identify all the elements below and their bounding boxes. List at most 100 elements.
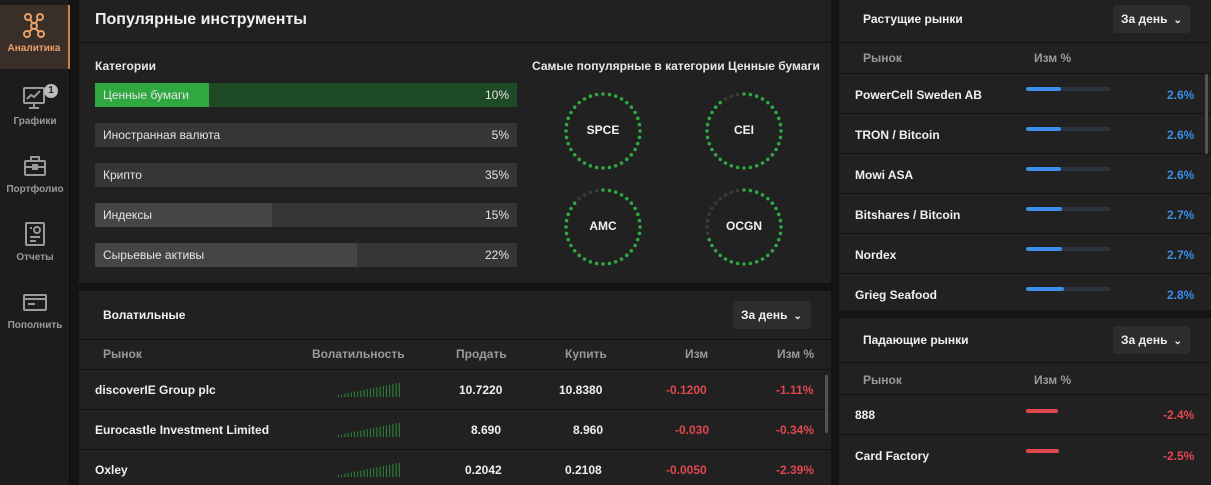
column-header-change-pct[interactable]: Изм % (1034, 51, 1072, 65)
ring-dot (607, 188, 612, 193)
column-header-market[interactable]: Рынок (863, 373, 902, 387)
ring-dot (710, 243, 714, 248)
change-percent: 2.6% (1167, 88, 1195, 102)
sparkline-tick (363, 469, 365, 477)
nav-item-deposit[interactable]: Пополнить (0, 282, 70, 346)
category-percent: 35% (484, 168, 509, 182)
panel-title: Волатильные (103, 308, 186, 322)
market-name[interactable]: Card Factory (855, 449, 930, 463)
market-name[interactable]: discoverIE Group plc (95, 383, 216, 397)
nav-item-charts[interactable]: 1 Графики (0, 78, 70, 142)
ring-dot (569, 147, 573, 152)
ticker-ocgn[interactable]: OCGN (703, 186, 785, 268)
sparkline-tick (376, 467, 378, 477)
sell-price[interactable]: 8.690 (471, 423, 502, 437)
market-name[interactable]: Oxley (95, 463, 128, 477)
market-name[interactable]: Mowi ASA (855, 168, 914, 182)
sparkline-tick (398, 422, 400, 437)
market-name[interactable]: Eurocastle Investment Limited (95, 423, 270, 437)
ring-dot (705, 218, 710, 223)
ring-dot (713, 248, 718, 253)
sparkline-tick (398, 382, 400, 397)
column-header-change-pct[interactable]: Изм % (777, 347, 815, 361)
ring-dot (765, 100, 770, 105)
sparkline-tick (366, 389, 368, 397)
column-header-change[interactable]: Изм (685, 347, 709, 361)
sparkline-tick (360, 430, 362, 437)
market-name[interactable]: Bitshares / Bitcoin (855, 208, 961, 222)
chart-monitor-icon (23, 87, 45, 109)
ticker-spce[interactable]: SPCE (562, 90, 644, 172)
ring-dot (778, 218, 783, 223)
ring-dot (638, 225, 642, 229)
ring-dot (723, 257, 728, 261)
divider (79, 449, 831, 450)
ring-dot (566, 237, 571, 242)
period-dropdown[interactable]: За день ⌄ (1113, 326, 1190, 354)
ring-dot (588, 94, 593, 99)
ring-dot (742, 92, 746, 96)
ring-dot (624, 100, 629, 105)
sparkline-tick (341, 434, 343, 437)
sparkline-tick (360, 390, 362, 397)
category-indices[interactable]: Индексы 15% (95, 203, 517, 227)
market-name[interactable]: PowerCell Sweden AB (855, 88, 982, 102)
category-commodities[interactable]: Сырьевые активы 22% (95, 243, 517, 267)
sparkline-tick (366, 469, 368, 477)
ring-dot (613, 190, 618, 195)
category-securities[interactable]: Ценные бумаги 10% (95, 83, 517, 107)
market-name[interactable]: TRON / Bitcoin (855, 128, 940, 142)
ring-dot (577, 157, 582, 162)
nav-label: Отчеты (16, 252, 54, 263)
category-crypto[interactable]: Крипто 35% (95, 163, 517, 187)
sparkline-tick (382, 385, 384, 397)
market-name[interactable]: Nordex (855, 248, 897, 262)
column-header-market[interactable]: Рынок (103, 347, 142, 361)
category-forex[interactable]: Иностранная валюта 5% (95, 123, 517, 147)
scrollbar[interactable] (1205, 74, 1208, 154)
column-header-change-pct[interactable]: Изм % (1034, 373, 1072, 387)
period-dropdown[interactable]: За день ⌄ (1113, 5, 1190, 33)
column-header-buy[interactable]: Купить (565, 347, 607, 361)
dotted-ring (564, 188, 642, 266)
sell-price[interactable]: 10.7220 (459, 383, 503, 397)
sparkline-tick (382, 465, 384, 477)
category-name: Ценные бумаги (103, 88, 189, 102)
market-name[interactable]: Grieg Seafood (855, 288, 938, 302)
scrollbar[interactable] (825, 375, 828, 433)
column-header-volatility[interactable]: Волатильность (312, 347, 405, 361)
sparkline-tick (386, 385, 387, 397)
column-header-market[interactable]: Рынок (863, 51, 902, 65)
market-name[interactable]: 888 (855, 408, 876, 422)
ring-dot (594, 261, 599, 266)
buy-price[interactable]: 10.8380 (559, 383, 603, 397)
sparkline-tick (350, 472, 352, 477)
category-fill (95, 83, 209, 107)
column-header-sell[interactable]: Продать (456, 347, 507, 361)
briefcase-icon (24, 156, 46, 176)
nav-item-reports[interactable]: Отчеты (0, 214, 70, 278)
ticker-amc[interactable]: AMC (562, 186, 644, 268)
nav-label: Графики (13, 116, 57, 127)
period-dropdown[interactable]: За день ⌄ (733, 301, 811, 329)
ring-dot (569, 206, 573, 211)
ring-dot (774, 243, 778, 248)
ring-dot (572, 201, 577, 206)
nav-item-portfolio[interactable]: Портфолио (0, 146, 70, 210)
sparkline-tick (350, 432, 352, 437)
ring-dot (607, 261, 612, 266)
change-bar-fill (1026, 167, 1062, 171)
category-name: Сырьевые активы (103, 248, 205, 262)
buy-price[interactable]: 0.2108 (565, 463, 602, 477)
ticker-symbol: CEI (733, 123, 754, 137)
sell-price[interactable]: 0.2042 (465, 463, 502, 477)
ring-dot (594, 92, 599, 97)
ring-dot (619, 161, 624, 165)
ring-dot (588, 190, 593, 195)
buy-price[interactable]: 8.960 (573, 423, 604, 437)
change-percent: -2.39% (776, 463, 815, 477)
nav-item-analytics[interactable]: Аналитика (0, 5, 70, 69)
dotted-ring (564, 92, 642, 170)
ticker-cei[interactable]: CEI (703, 90, 785, 172)
ring-dot (735, 261, 740, 266)
